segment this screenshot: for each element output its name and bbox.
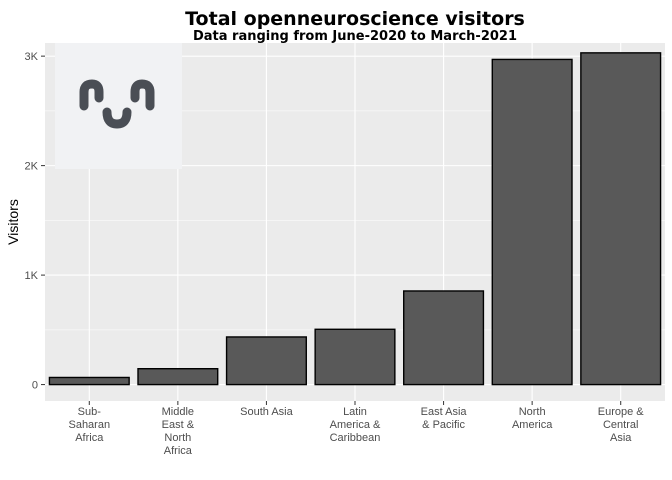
logo-smile [102, 107, 132, 129]
x-tick-label-line: Africa [164, 445, 193, 457]
y-axis: 0 1K 2K 3K [25, 51, 45, 392]
x-tick-label: East Asia& Pacific [421, 406, 468, 431]
bar [48, 376, 130, 386]
x-tick-label-line: North [519, 406, 546, 418]
y-tick-label: 2K [25, 161, 39, 173]
x-tick-label-line: Europe & [598, 406, 645, 418]
bars [48, 52, 662, 386]
x-tick-label-line: Asia [610, 432, 632, 444]
x-tick-label-line: Caribbean [330, 432, 381, 444]
y-tick-label: 1K [25, 270, 39, 282]
bar [403, 290, 485, 386]
bar [314, 328, 396, 386]
openneuroscience-logo [55, 43, 182, 169]
x-tick-label-line: North [164, 432, 191, 444]
x-tick-label-line: Central [603, 419, 638, 431]
bar [225, 336, 307, 386]
y-tick-label: 3K [25, 51, 39, 63]
logo-right-arch [130, 79, 155, 111]
bar [580, 52, 662, 386]
x-tick-label-line: South Asia [240, 406, 293, 418]
bar [137, 368, 219, 386]
x-tick-label-line: & Pacific [422, 419, 465, 431]
x-tick-label-line: Sub- [78, 406, 102, 418]
x-tick-label: South Asia [240, 406, 293, 418]
x-tick-label-line: America & [330, 419, 381, 431]
x-tick-label-line: East Asia [421, 406, 468, 418]
x-tick-label-line: Saharan [68, 419, 110, 431]
logo-background [55, 43, 182, 169]
y-tick-label: 0 [32, 380, 38, 392]
x-tick-label-line: America [512, 419, 553, 431]
chart-subtitle: Data ranging from June-2020 to March-202… [193, 29, 517, 44]
x-tick-label-line: Middle [162, 406, 194, 418]
x-tick-label-line: East & [162, 419, 195, 431]
chart-title: Total openneuroscience visitors [185, 8, 525, 30]
bar [491, 58, 573, 386]
x-tick-label-line: Africa [75, 432, 104, 444]
logo-left-arch [79, 79, 104, 111]
x-tick-label-line: Latin [343, 406, 367, 418]
y-axis-label: Visitors [5, 199, 21, 245]
